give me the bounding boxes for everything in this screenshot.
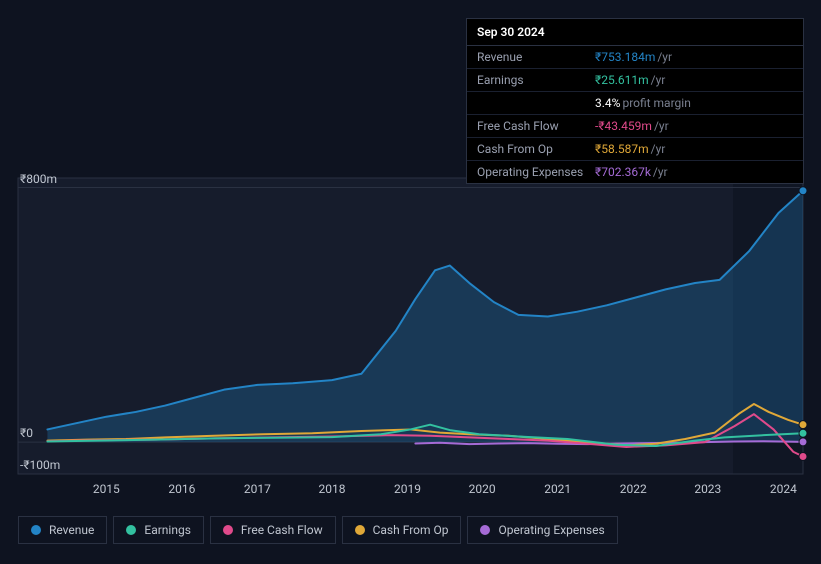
tooltip-row-unit: /yr	[651, 73, 666, 87]
legend-label: Cash From Op	[373, 523, 449, 537]
tooltip-row-unit: profit margin	[622, 96, 690, 110]
tooltip-row-value: ₹753.184m	[595, 50, 655, 64]
tooltip-row-label: Free Cash Flow	[477, 119, 595, 133]
tooltip-row-value: ₹702.367k	[595, 165, 651, 179]
legend-swatch-icon	[480, 525, 490, 535]
tooltip-row: Operating Expenses₹702.367k/yr	[467, 161, 803, 183]
legend-item-earnings[interactable]: Earnings	[113, 516, 204, 544]
tooltip-row-unit: /yr	[657, 50, 672, 64]
legend-item-operating-expenses[interactable]: Operating Expenses	[467, 516, 617, 544]
tooltip-row: Revenue₹753.184m/yr	[467, 46, 803, 69]
x-tick-label: 2020	[469, 482, 496, 496]
tooltip-row-value: 3.4%	[595, 96, 620, 110]
tooltip-row-unit: /yr	[653, 165, 668, 179]
tooltip-row-unit: /yr	[654, 119, 669, 133]
x-tick-label: 2017	[244, 482, 271, 496]
tooltip-title: Sep 30 2024	[467, 19, 803, 46]
x-tick-label: 2019	[394, 482, 421, 496]
legend-item-cash-from-op[interactable]: Cash From Op	[342, 516, 462, 544]
x-tick-label: 2022	[620, 482, 647, 496]
tooltip-row: Free Cash Flow-₹43.459m/yr	[467, 115, 803, 138]
y-tick-label: ₹0	[20, 426, 68, 440]
chart-legend: Revenue Earnings Free Cash Flow Cash From O…	[18, 516, 618, 544]
legend-label: Earnings	[144, 523, 191, 537]
tooltip-row-label: Earnings	[477, 73, 595, 87]
legend-item-revenue[interactable]: Revenue	[18, 516, 107, 544]
legend-swatch-icon	[223, 525, 233, 535]
x-tick-label: 2021	[544, 482, 571, 496]
tooltip-row-label: Cash From Op	[477, 142, 595, 156]
tooltip-row-label: Revenue	[477, 50, 595, 64]
tooltip-row-label: Operating Expenses	[477, 165, 595, 179]
data-tooltip: Sep 30 2024 Revenue₹753.184m/yrEarnings₹…	[466, 18, 804, 184]
legend-swatch-icon	[31, 525, 41, 535]
x-tick-label: 2018	[319, 482, 346, 496]
tooltip-row: Cash From Op₹58.587m/yr	[467, 138, 803, 161]
tooltip-row: Earnings₹25.611m/yr	[467, 69, 803, 92]
legend-label: Operating Expenses	[498, 523, 604, 537]
legend-swatch-icon	[355, 525, 365, 535]
x-tick-label: 2023	[694, 482, 721, 496]
legend-label: Free Cash Flow	[241, 523, 323, 537]
x-tick-label: 2015	[93, 482, 120, 496]
legend-item-free-cash-flow[interactable]: Free Cash Flow	[210, 516, 336, 544]
tooltip-row-unit: /yr	[651, 142, 666, 156]
tooltip-row-value: ₹25.611m	[595, 73, 649, 87]
tooltip-row-label	[477, 96, 595, 110]
tooltip-row-value: -₹43.459m	[595, 119, 652, 133]
tooltip-row: 3.4%profit margin	[467, 92, 803, 115]
legend-label: Revenue	[49, 523, 94, 537]
y-tick-label: ₹800m	[20, 172, 68, 186]
x-tick-label: 2016	[168, 482, 195, 496]
y-tick-label: -₹100m	[20, 458, 68, 472]
tooltip-row-value: ₹58.587m	[595, 142, 649, 156]
x-tick-label: 2024	[770, 482, 797, 496]
legend-swatch-icon	[126, 525, 136, 535]
